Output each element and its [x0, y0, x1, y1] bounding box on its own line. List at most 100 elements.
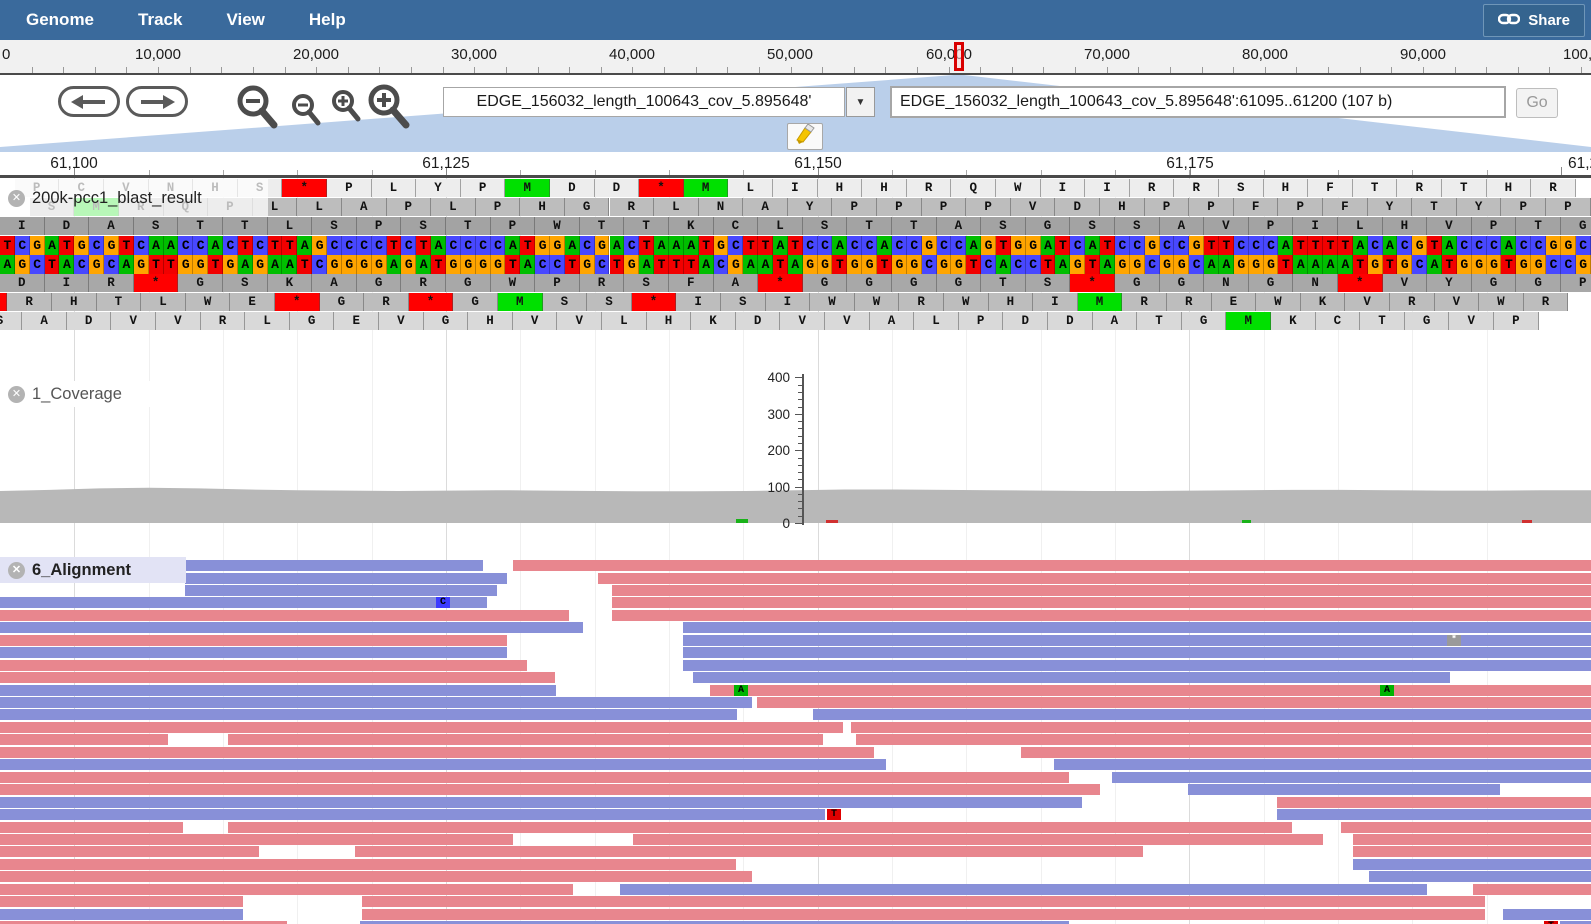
- read-reverse[interactable]: [1277, 809, 1591, 820]
- read-reverse[interactable]: [1369, 871, 1591, 883]
- read-forward[interactable]: [612, 609, 1591, 621]
- read-reverse[interactable]: [185, 584, 497, 596]
- zoom-in-large-button[interactable]: [362, 80, 414, 137]
- read-reverse[interactable]: [683, 622, 1591, 634]
- highlight-tool-button[interactable]: [787, 123, 823, 150]
- zoom-out-large-button[interactable]: [232, 82, 282, 137]
- zoom-in-small-button[interactable]: [328, 88, 364, 129]
- close-track-icon[interactable]: ✕: [8, 561, 25, 579]
- overview-ruler[interactable]: 0 10,000 20,000 30,000 40,000 50,000 60,000 70,…: [0, 40, 1591, 75]
- read-forward[interactable]: [228, 821, 1292, 833]
- read-reverse[interactable]: [683, 659, 1591, 671]
- overview-minor-tick: [379, 67, 381, 73]
- menu-item-view[interactable]: View: [226, 10, 265, 29]
- close-track-icon[interactable]: ✕: [8, 189, 25, 207]
- detail-ruler[interactable]: 61,100 61,125 61,150 61,175 61,200: [0, 152, 1591, 178]
- read-forward[interactable]: [0, 634, 507, 646]
- read-forward[interactable]: [0, 659, 527, 671]
- dna-base: G: [14, 255, 30, 274]
- pan-right-button[interactable]: [126, 86, 188, 117]
- read-reverse[interactable]: [0, 697, 752, 708]
- read-reverse[interactable]: [0, 759, 886, 771]
- refseq-select[interactable]: [443, 87, 845, 117]
- read-forward[interactable]: [0, 921, 287, 924]
- read-forward[interactable]: [0, 784, 1100, 796]
- close-track-icon[interactable]: ✕: [8, 385, 25, 403]
- read-forward[interactable]: [1341, 821, 1591, 833]
- aa-cell: I: [676, 293, 721, 311]
- read-reverse[interactable]: [1188, 784, 1500, 796]
- read-forward[interactable]: [0, 609, 569, 621]
- read-forward[interactable]: [1353, 846, 1591, 858]
- read-forward[interactable]: [0, 771, 1069, 783]
- location-input[interactable]: [890, 86, 1506, 118]
- read-forward[interactable]: [0, 883, 573, 895]
- read-reverse[interactable]: [0, 809, 825, 820]
- read-forward[interactable]: [0, 821, 183, 833]
- read-forward[interactable]: [1473, 883, 1591, 895]
- coverage-track-label[interactable]: ✕ 1_Coverage: [0, 381, 176, 407]
- read-reverse[interactable]: [1503, 908, 1591, 920]
- read-forward[interactable]: [0, 846, 259, 858]
- read-forward[interactable]: [0, 721, 843, 733]
- read-forward[interactable]: [598, 572, 1591, 584]
- read-forward[interactable]: [362, 908, 1485, 920]
- dna-base: C: [1070, 236, 1086, 255]
- read-forward[interactable]: [0, 871, 752, 883]
- read-reverse[interactable]: [360, 921, 1069, 924]
- read-reverse[interactable]: [683, 634, 1591, 646]
- overview-position-marker[interactable]: [954, 42, 964, 71]
- coverage-axis-tick: [795, 377, 802, 379]
- menu-item-genome[interactable]: Genome: [26, 10, 95, 29]
- read-reverse[interactable]: [1112, 771, 1591, 783]
- read-forward[interactable]: [757, 697, 1591, 708]
- read-reverse[interactable]: [0, 908, 243, 920]
- read-reverse[interactable]: [1054, 759, 1591, 771]
- pan-left-button[interactable]: [58, 86, 120, 117]
- read-forward[interactable]: [0, 896, 243, 908]
- read-reverse[interactable]: [0, 709, 737, 721]
- read-forward[interactable]: [851, 721, 1591, 733]
- read-forward[interactable]: [0, 858, 736, 870]
- read-reverse[interactable]: [693, 672, 1450, 683]
- read-forward[interactable]: [1277, 796, 1591, 808]
- read-forward[interactable]: [513, 560, 1591, 571]
- read-reverse[interactable]: [185, 560, 483, 571]
- read-reverse[interactable]: [620, 883, 1427, 895]
- read-forward[interactable]: [1353, 833, 1591, 845]
- read-reverse[interactable]: [0, 647, 507, 659]
- menu-item-help[interactable]: Help: [308, 10, 346, 29]
- read-forward[interactable]: [228, 734, 823, 746]
- read-forward[interactable]: [0, 746, 874, 758]
- read-reverse[interactable]: [1560, 921, 1591, 924]
- read-reverse[interactable]: [0, 796, 1082, 808]
- read-forward[interactable]: [362, 896, 1485, 908]
- read-forward[interactable]: [0, 672, 555, 683]
- read-reverse[interactable]: [683, 647, 1591, 659]
- read-forward[interactable]: [0, 833, 513, 845]
- menu-item-track[interactable]: Track: [138, 10, 183, 29]
- read-forward[interactable]: [856, 734, 1591, 746]
- read-forward[interactable]: [633, 833, 1323, 845]
- blast-track-label[interactable]: ✕ 200k-pcc1_blast_result: [0, 186, 268, 210]
- read-reverse[interactable]: [1353, 858, 1591, 870]
- read-reverse[interactable]: [0, 622, 583, 634]
- alignment-track-label[interactable]: ✕ 6_Alignment: [0, 557, 186, 583]
- read-forward[interactable]: [1021, 746, 1591, 758]
- aa-cell: K: [267, 274, 313, 292]
- read-forward[interactable]: [612, 584, 1591, 596]
- read-forward[interactable]: [0, 734, 168, 746]
- go-button[interactable]: Go: [1516, 88, 1558, 118]
- read-forward[interactable]: [612, 597, 1591, 609]
- refseq-dropdown-arrow[interactable]: ▼: [846, 87, 875, 117]
- read-reverse[interactable]: [0, 684, 556, 696]
- read-reverse[interactable]: [813, 709, 1591, 721]
- read-forward[interactable]: [710, 684, 1591, 696]
- dna-base: G: [1189, 236, 1205, 255]
- read-forward[interactable]: [355, 846, 1143, 858]
- share-button[interactable]: Share: [1483, 4, 1585, 37]
- zoom-out-small-button[interactable]: [288, 92, 324, 133]
- read-reverse[interactable]: [0, 597, 487, 609]
- read-reverse[interactable]: [185, 572, 507, 584]
